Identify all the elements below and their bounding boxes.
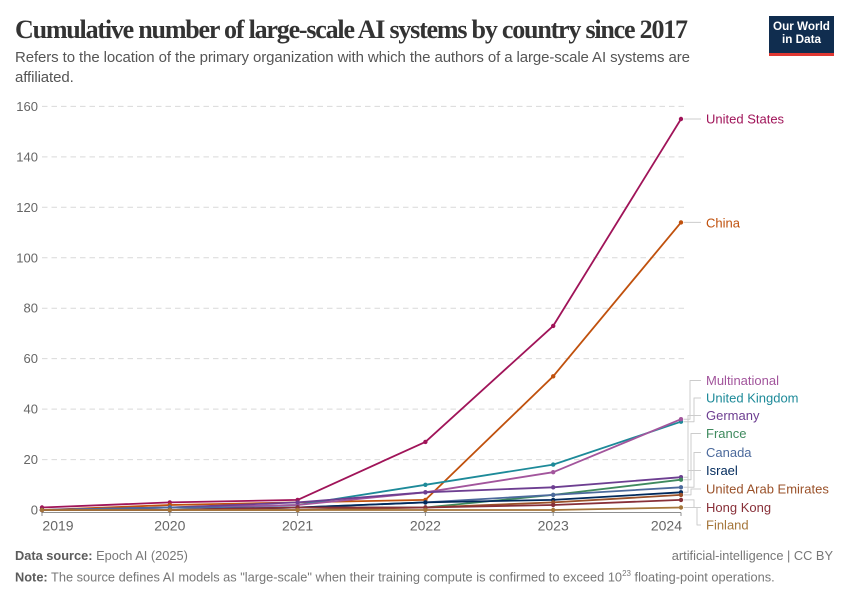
- svg-text:0: 0: [31, 503, 38, 518]
- svg-text:2023: 2023: [538, 518, 569, 534]
- svg-text:40: 40: [24, 402, 38, 417]
- svg-text:United Kingdom: United Kingdom: [706, 391, 799, 406]
- svg-text:France: France: [706, 426, 746, 441]
- svg-text:Multinational: Multinational: [706, 373, 779, 388]
- svg-text:2021: 2021: [282, 518, 313, 534]
- svg-text:120: 120: [16, 200, 38, 215]
- svg-text:2019: 2019: [42, 518, 73, 534]
- svg-text:2020: 2020: [154, 518, 185, 534]
- svg-text:140: 140: [16, 149, 38, 164]
- svg-text:Finland: Finland: [706, 518, 749, 533]
- svg-text:Germany: Germany: [706, 408, 760, 423]
- svg-text:United States: United States: [706, 112, 785, 127]
- svg-text:Hong Kong: Hong Kong: [706, 500, 771, 515]
- svg-text:2022: 2022: [410, 518, 441, 534]
- svg-text:80: 80: [24, 301, 38, 316]
- svg-text:China: China: [706, 216, 741, 231]
- svg-text:160: 160: [16, 99, 38, 114]
- svg-text:Israel: Israel: [706, 463, 738, 478]
- svg-text:20: 20: [24, 452, 38, 467]
- svg-text:United Arab Emirates: United Arab Emirates: [706, 482, 829, 497]
- svg-text:60: 60: [24, 351, 38, 366]
- svg-text:100: 100: [16, 250, 38, 265]
- svg-text:Canada: Canada: [706, 445, 752, 460]
- svg-text:2024: 2024: [651, 518, 682, 534]
